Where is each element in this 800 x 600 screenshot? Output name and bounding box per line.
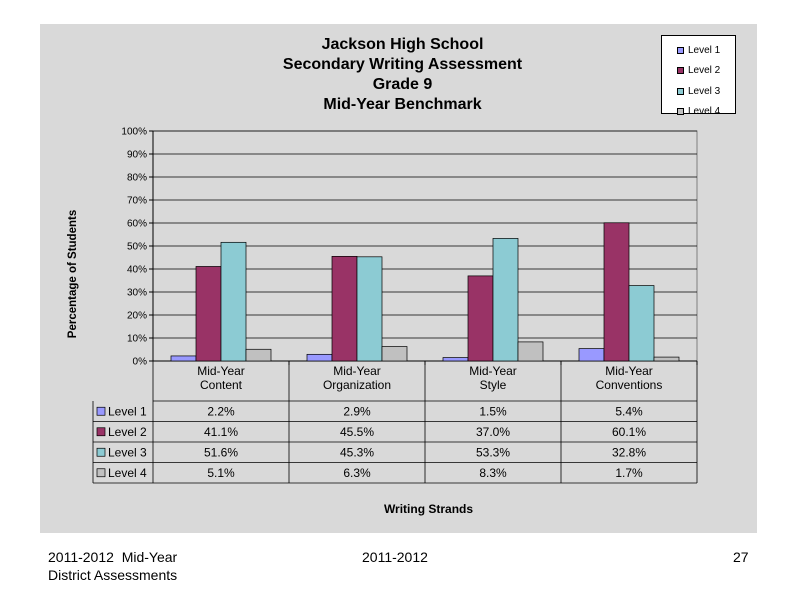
y-tick-label: 90% xyxy=(127,150,147,161)
y-tick-label: 10% xyxy=(127,334,147,345)
page-number: 27 xyxy=(733,549,749,565)
bar-level-4-4 xyxy=(653,356,680,362)
data-label: 53.3% xyxy=(476,445,510,459)
data-label: 32.8% xyxy=(612,445,646,459)
data-label: 1.7% xyxy=(615,466,643,480)
x-tick-label: Mid-Year xyxy=(333,364,381,378)
legend-swatch-level-1 xyxy=(677,46,684,54)
chart-legend: Level 1 Level 2 Level 3 Level 4 xyxy=(661,35,736,117)
bar-level-3-2 xyxy=(356,256,383,362)
legend-label-level-2: Level 2 xyxy=(688,65,721,77)
chart-panel: 0% 10% 20% 30% 40% 50% 60% 70% 80% 90% 100% Mid-Yea… xyxy=(40,24,757,533)
legend-label-level-4: Level 4 xyxy=(688,106,721,118)
table-legend-key-4 xyxy=(96,468,106,478)
footer-center: 2011-2012 xyxy=(362,549,428,565)
legend-label-level-3: Level 3 xyxy=(688,85,721,97)
bar-level-4-2 xyxy=(381,346,408,362)
legend-swatch-level-4 xyxy=(677,108,684,116)
bar-level-1-1 xyxy=(170,355,197,362)
bar-level-3-3 xyxy=(492,238,519,362)
table-legend-key-3 xyxy=(96,447,106,457)
data-label: 45.5% xyxy=(340,425,374,439)
bar-level-2-2 xyxy=(331,256,358,362)
bar-level-2-3 xyxy=(467,275,494,362)
data-label: 2.2% xyxy=(207,404,235,418)
legend-item-level-4: Level 4 xyxy=(677,102,735,123)
bar-level-1-3 xyxy=(442,357,469,362)
y-tick-label: 30% xyxy=(127,288,147,299)
y-tick-label: 40% xyxy=(127,265,147,276)
footer-left: 2011-2012 Mid-Year District Assessments xyxy=(48,548,177,584)
chart-title-line-3: Grade 9 xyxy=(372,76,433,93)
chart-title-line-1: Jackson High School xyxy=(321,36,484,53)
bar-level-4-1 xyxy=(245,348,272,362)
bar-level-2-1 xyxy=(195,266,222,362)
y-tick-label: 0% xyxy=(133,357,148,368)
legend-swatch-level-3 xyxy=(677,87,684,95)
data-label: 6.3% xyxy=(343,466,371,480)
data-label: 5.1% xyxy=(207,466,235,480)
footer-left-line-1: 2011-2012 Mid-Year xyxy=(48,549,178,565)
table-legend-key-1 xyxy=(96,406,106,416)
x-tick-label: Mid-Year xyxy=(197,364,245,378)
data-label: 45.3% xyxy=(340,445,374,459)
data-label: 60.1% xyxy=(612,425,646,439)
x-tick-label: Style xyxy=(480,378,507,392)
table-row-label: Level 4 xyxy=(108,466,147,480)
chart-title-line-4: Mid-Year Benchmark xyxy=(323,96,482,113)
bar-level-1-4 xyxy=(578,348,605,362)
data-label: 5.4% xyxy=(615,404,643,418)
legend-label-level-1: Level 1 xyxy=(688,44,721,56)
y-axis-label: Percentage of Students xyxy=(67,209,79,339)
data-label: 2.9% xyxy=(343,404,371,418)
data-label: 1.5% xyxy=(479,404,507,418)
x-tick-label: Content xyxy=(200,378,243,392)
data-label: 37.0% xyxy=(476,425,510,439)
y-tick-label: 100% xyxy=(121,127,147,138)
table-legend-key-2 xyxy=(96,427,106,437)
bar-level-4-3 xyxy=(517,341,544,362)
legend-item-level-3: Level 3 xyxy=(677,81,735,102)
y-tick-label: 60% xyxy=(127,219,147,230)
table-row-label: Level 2 xyxy=(108,425,147,439)
legend-item-level-1: Level 1 xyxy=(677,40,735,61)
chart-plot: 0% 10% 20% 30% 40% 50% 60% 70% 80% 90% 100% Mid-Yea… xyxy=(92,127,698,484)
legend-item-level-2: Level 2 xyxy=(677,61,735,82)
y-tick-label: 20% xyxy=(127,311,147,322)
legend-swatch-level-2 xyxy=(677,67,684,75)
x-tick-label: Mid-Year xyxy=(469,364,517,378)
data-label: 8.3% xyxy=(479,466,507,480)
x-tick-label: Mid-Year xyxy=(605,364,653,378)
table-row-label: Level 1 xyxy=(108,404,147,418)
y-tick-label: 70% xyxy=(127,196,147,207)
data-label: 41.1% xyxy=(204,425,238,439)
x-axis-label: Writing Strands xyxy=(383,502,474,516)
y-tick-label: 80% xyxy=(127,173,147,184)
y-tick-label: 50% xyxy=(127,242,147,253)
bar-level-3-1 xyxy=(220,241,247,362)
bar-level-3-4 xyxy=(628,285,655,362)
x-tick-label: Conventions xyxy=(596,378,663,392)
data-label: 51.6% xyxy=(204,445,238,459)
chart-title-line-2: Secondary Writing Assessment xyxy=(282,56,523,73)
bar-level-1-2 xyxy=(306,353,333,362)
bar-level-2-4 xyxy=(603,222,630,362)
footer-left-line-2: District Assessments xyxy=(48,567,178,583)
x-tick-label: Organization xyxy=(323,378,391,392)
table-row-label: Level 3 xyxy=(108,445,147,459)
